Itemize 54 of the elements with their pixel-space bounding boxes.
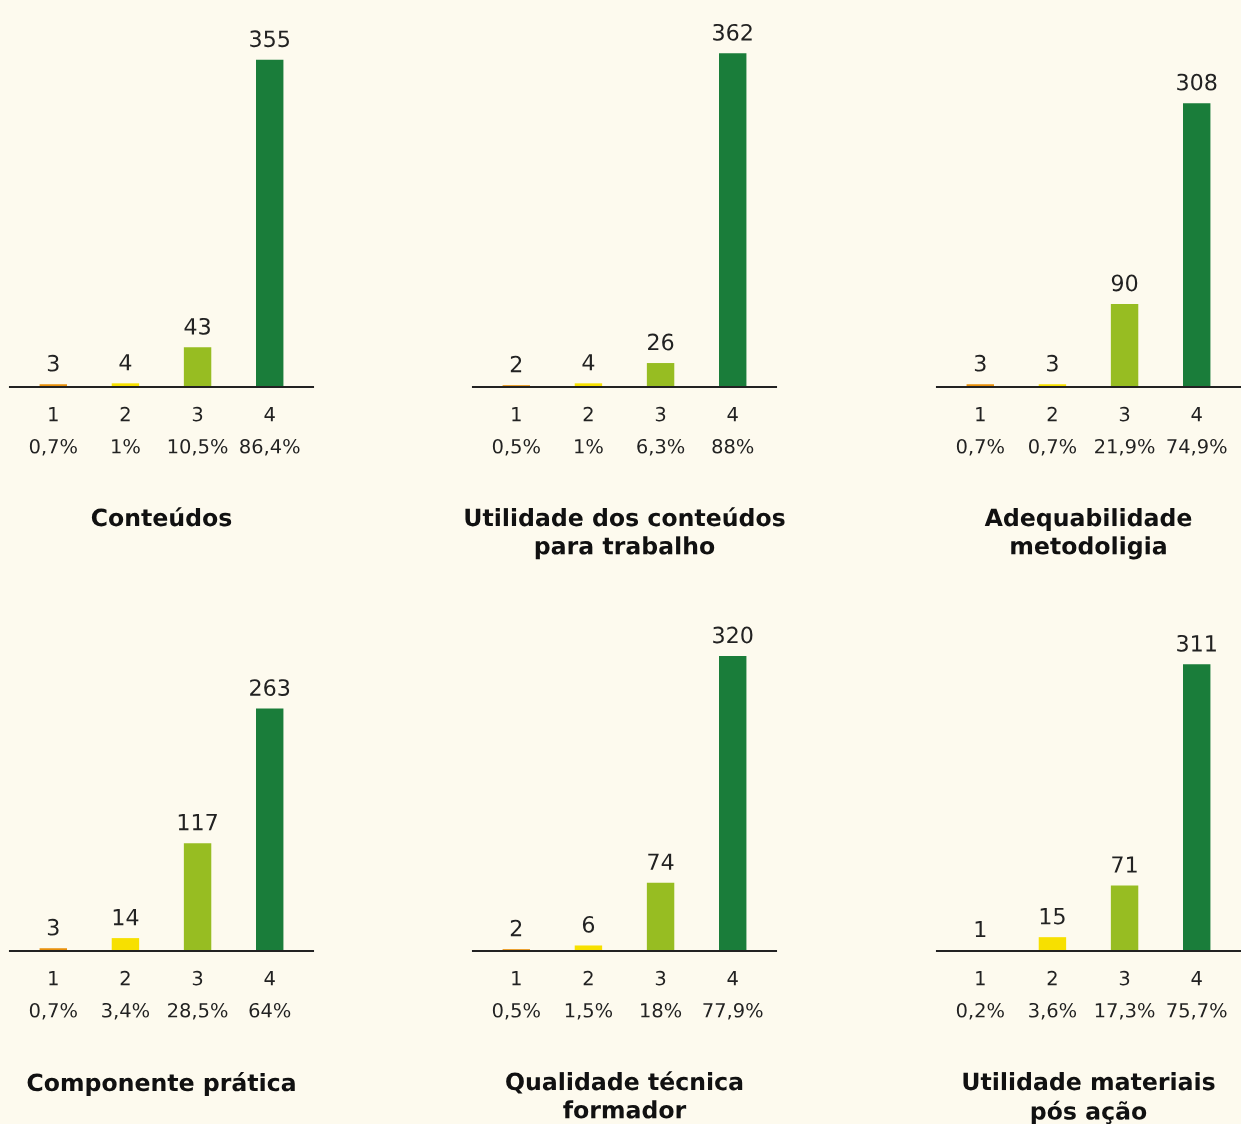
text: Qualidade técnica formador xyxy=(506,1071,743,1119)
x-tick-label: 2 0,7% xyxy=(1029,406,1077,456)
data-label: 3 xyxy=(1047,354,1058,372)
data-label: 90 xyxy=(1111,274,1138,292)
text: Conteúdos xyxy=(91,507,232,527)
data-label: 3 xyxy=(47,918,59,936)
data-label: 263 xyxy=(250,679,290,696)
data-label: 74 xyxy=(648,853,674,870)
data-label: 3 xyxy=(974,354,986,372)
x-tick-label: 1 0,2% xyxy=(956,971,1004,1020)
x-tick-label: 4 86,4% xyxy=(240,407,300,456)
data-label: 1 xyxy=(975,920,986,938)
x-tick-label: 1 0,7% xyxy=(29,407,77,456)
data-label: 4 xyxy=(582,354,595,371)
text: Adequabilidade metodoligia xyxy=(984,508,1192,560)
x-tick-label: 2 3,6% xyxy=(1029,970,1077,1020)
data-label: 15 xyxy=(1040,908,1065,925)
data-label: 43 xyxy=(184,317,210,335)
x-tick-label: 3 28,5% xyxy=(168,970,228,1020)
x-tick-label: 2 1,5% xyxy=(565,970,613,1020)
data-label: 320 xyxy=(713,626,753,644)
text: Utilidade materiais pós ação xyxy=(963,1072,1215,1124)
x-tick-label: 4 74,9% xyxy=(1167,407,1227,456)
text: Componente prática xyxy=(27,1072,295,1096)
x-tick-label: 3 18% xyxy=(641,970,682,1018)
data-label: 308 xyxy=(1177,73,1217,91)
x-tick-label: 3 10,5% xyxy=(168,406,228,456)
x-tick-label: 3 21,9% xyxy=(1095,406,1155,456)
x-tick-label: 1 0,7% xyxy=(29,971,77,1020)
x-tick-label: 2 1% xyxy=(575,406,603,454)
data-label: 355 xyxy=(250,30,289,48)
text: Utilidade dos conteúdos para trabalho xyxy=(465,507,785,560)
x-tick-label: 2 1% xyxy=(112,406,140,454)
data-label: 362 xyxy=(713,23,752,41)
x-tick-label: 4 64% xyxy=(249,971,291,1018)
data-label: 6 xyxy=(582,916,595,933)
x-tick-label: 4 88% xyxy=(712,407,754,454)
data-label: 2 xyxy=(510,919,522,937)
x-tick-label: 1 0,5% xyxy=(492,407,540,456)
x-tick-label: 3 6,3% xyxy=(637,406,685,456)
x-tick-label: 2 3,4% xyxy=(102,970,150,1020)
x-tick-label: 3 17,3% xyxy=(1095,970,1155,1020)
data-label: 14 xyxy=(113,908,139,926)
x-tick-label: 1 0,7% xyxy=(956,407,1004,456)
data-label: 4 xyxy=(119,354,132,371)
data-label: 3 xyxy=(47,354,59,372)
data-label: 311 xyxy=(1177,634,1216,652)
x-tick-label: 4 77,9% xyxy=(703,971,763,1020)
data-label: 26 xyxy=(648,333,674,351)
x-tick-label: 1 0,5% xyxy=(492,971,540,1020)
data-label: 117 xyxy=(178,814,217,831)
x-tick-label: 4 75,7% xyxy=(1167,971,1227,1020)
data-label: 2 xyxy=(510,355,522,373)
data-label: 71 xyxy=(1112,856,1137,873)
